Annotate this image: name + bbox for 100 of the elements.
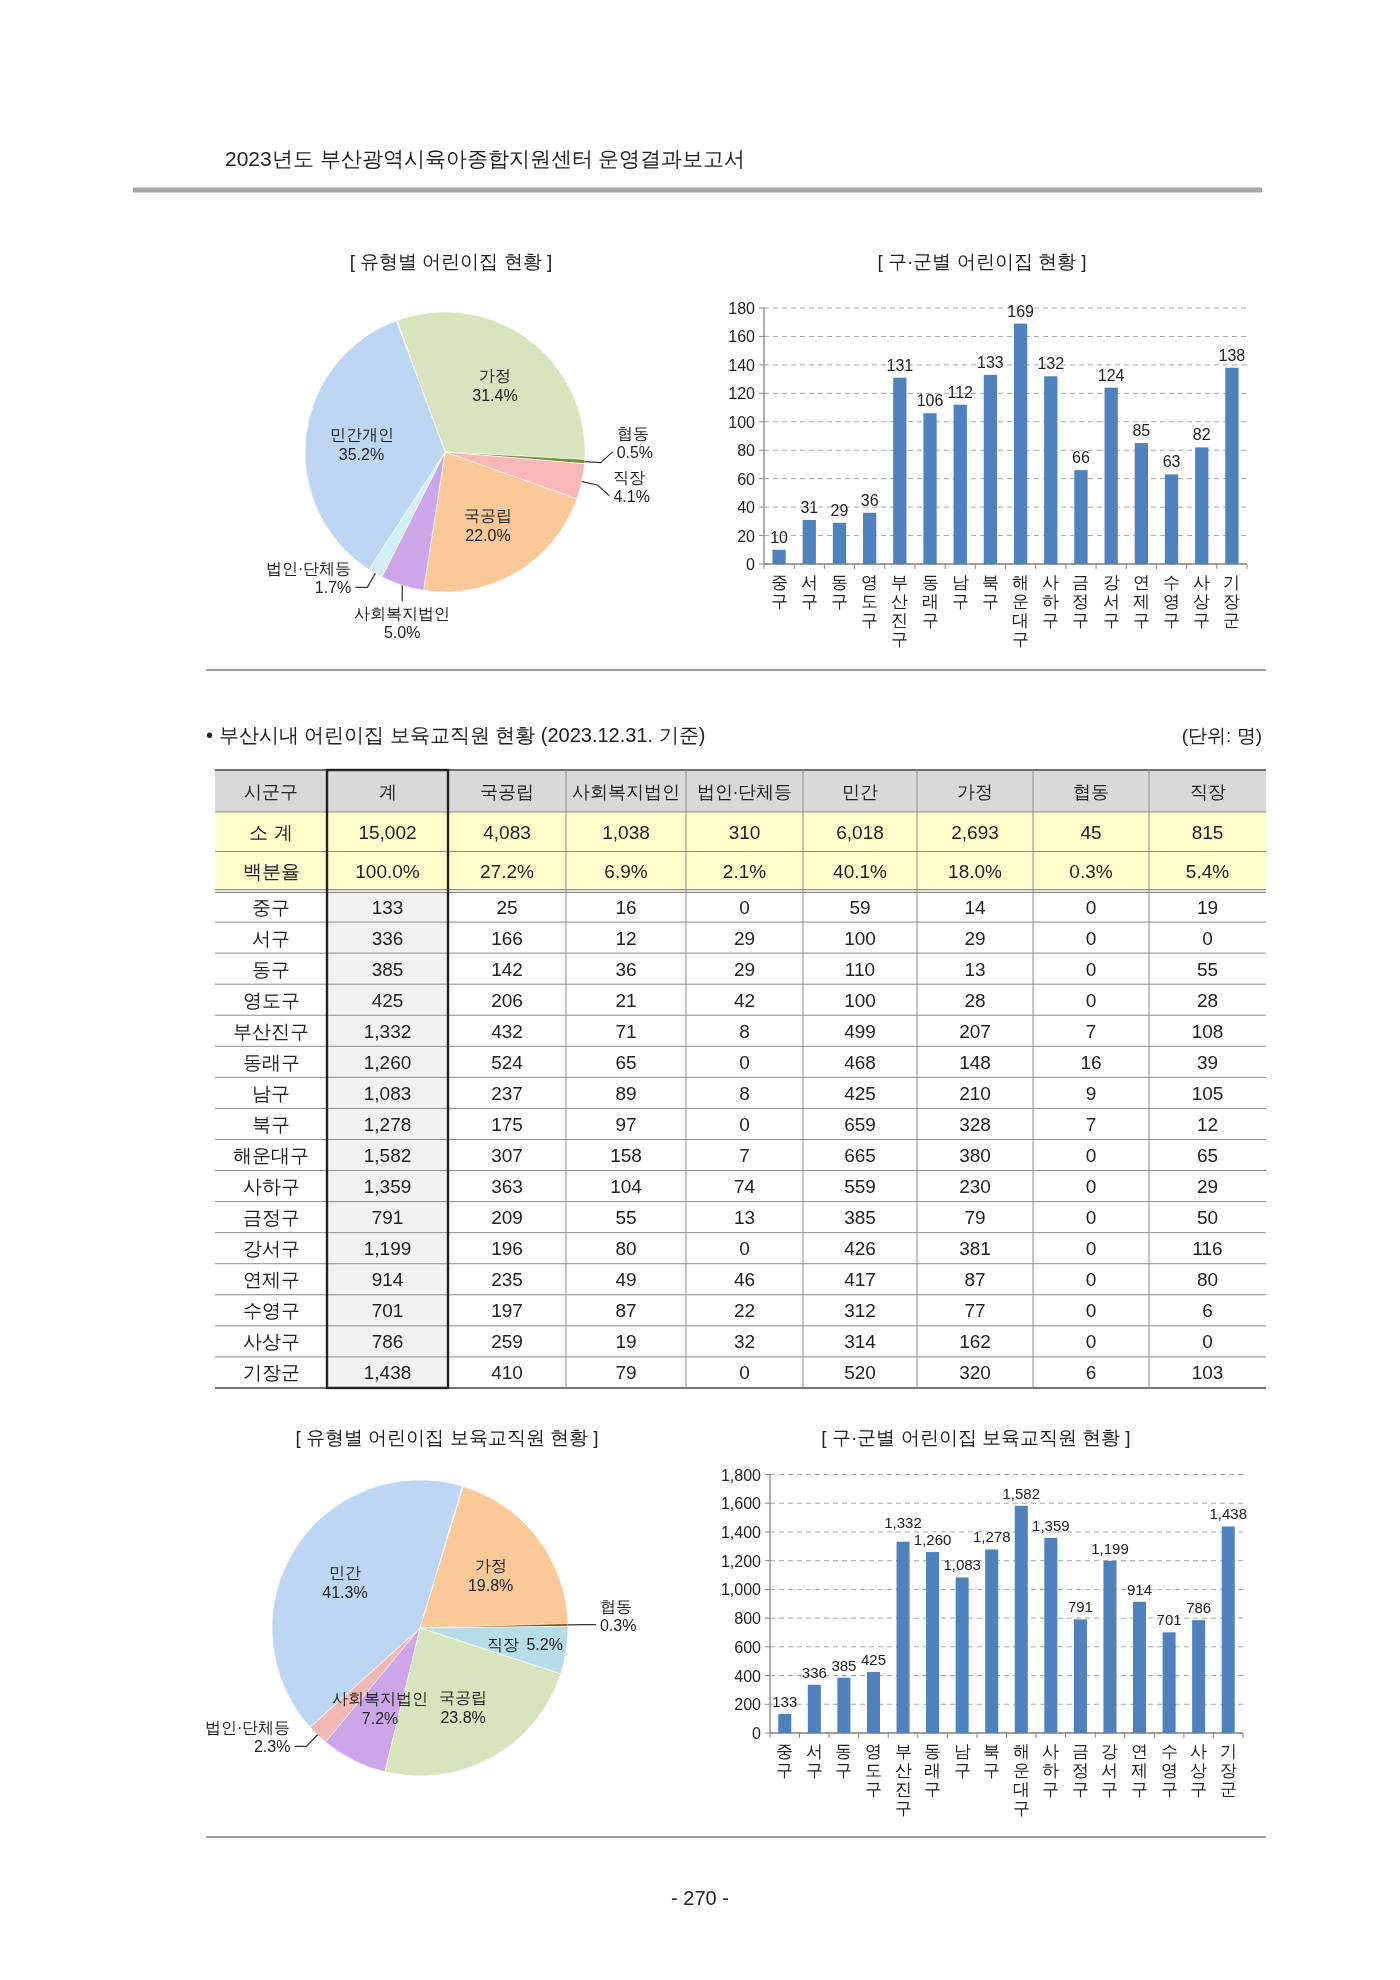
text: 1,278	[363, 1113, 412, 1135]
x-tick-label: 사하구	[1042, 573, 1060, 630]
data-label: 7.2%	[361, 1710, 399, 1728]
x-tick-label: 중구	[776, 1742, 794, 1780]
y-tick-label: 120	[728, 385, 756, 403]
text: 71	[615, 1020, 637, 1042]
text: 12	[1196, 1113, 1219, 1135]
text: 13	[733, 1207, 756, 1229]
slice-label: 사회복지법인	[332, 1690, 429, 1708]
text: 55	[615, 1207, 637, 1229]
x-tick-label: 연제구	[1132, 573, 1150, 630]
text: 87	[615, 1300, 637, 1322]
text: 1,038	[602, 821, 650, 843]
text: 45	[1080, 821, 1102, 843]
text: 1,199	[363, 1238, 412, 1260]
text: 79	[964, 1207, 986, 1229]
text: 22	[733, 1300, 756, 1322]
category-label: 계	[378, 782, 397, 802]
data-label: 106	[916, 392, 944, 410]
text: 15,002	[358, 821, 417, 843]
bar	[802, 519, 816, 564]
text: 665	[844, 1145, 876, 1167]
text: 29	[1196, 1176, 1219, 1198]
x-tick-label: 연제구	[1131, 1742, 1149, 1799]
category-label: 법인·단체등	[696, 782, 793, 802]
text: 328	[959, 1113, 991, 1135]
text: 133	[371, 896, 404, 918]
bar	[866, 1671, 880, 1733]
text: 425	[844, 1082, 876, 1104]
text: 59	[849, 896, 871, 918]
data-label: 1,083	[943, 1556, 981, 1574]
data-label: 63	[1162, 453, 1181, 471]
text: 7	[739, 1145, 750, 1167]
x-tick-label: 영도구	[864, 1742, 882, 1799]
x-tick-label: 서구	[805, 1742, 823, 1780]
data-label: 36	[860, 491, 879, 509]
slice-label: 협동	[599, 1597, 632, 1615]
chart-title: [ 구·군별 어린이집 보육교직원 현황 ]	[821, 1427, 1131, 1448]
text: 207	[959, 1020, 991, 1042]
text: 307	[491, 1145, 523, 1167]
text: 914	[371, 1269, 404, 1291]
category-label: 중구	[252, 896, 290, 918]
x-tick-label: 서구	[800, 573, 818, 611]
category-label: 연제구	[242, 1269, 300, 1291]
slice-label: 사회복지법인	[354, 605, 451, 623]
slice-label: 직장	[487, 1635, 520, 1653]
data-label: 5.0%	[383, 624, 421, 642]
text: 110	[844, 958, 876, 980]
category-label: 강서구	[242, 1238, 300, 1260]
text: 791	[371, 1207, 404, 1229]
text: 1,582	[363, 1145, 412, 1167]
text: 8	[739, 1020, 750, 1042]
y-tick-label: 400	[734, 1667, 762, 1685]
data-label: 133	[772, 1692, 798, 1710]
text: 29	[964, 927, 986, 949]
x-tick-label: 해운대구	[1012, 573, 1030, 649]
data-label: 1,359	[1032, 1516, 1070, 1534]
category-label: 사상구	[242, 1331, 300, 1353]
bar	[1073, 1619, 1087, 1733]
category-label: 서구	[252, 927, 290, 949]
text: 87	[964, 1269, 986, 1291]
data-label: 19.8%	[467, 1577, 514, 1595]
text: 2023년도 부산광역시육아종합지원센터 운영결과보고서	[225, 147, 746, 170]
bar	[1074, 470, 1088, 564]
text: 210	[959, 1082, 991, 1104]
data-label: 133	[977, 353, 1004, 371]
text: 16	[1080, 1051, 1102, 1073]
text: 701	[371, 1300, 404, 1322]
data-label: 0.3%	[599, 1616, 637, 1634]
bar	[772, 549, 786, 564]
y-tick-label: 1,800	[720, 1466, 762, 1484]
y-tick-label: 1,200	[720, 1552, 762, 1570]
bar	[1221, 1526, 1235, 1733]
chart-title: [ 유형별 어린이집 현황 ]	[349, 251, 553, 272]
slice-label: 협동	[616, 424, 649, 442]
x-tick-label: 북구	[981, 573, 999, 611]
x-tick-label: 중구	[770, 573, 788, 611]
category-label: 수영구	[242, 1300, 300, 1322]
bar	[832, 522, 847, 564]
text: 0	[1202, 927, 1213, 949]
data-label: 425	[860, 1650, 886, 1668]
data-label: 22.0%	[465, 527, 511, 545]
bar	[807, 1684, 821, 1733]
text: 104	[610, 1176, 642, 1198]
text: 55	[1196, 958, 1219, 980]
text: 6.9%	[604, 861, 648, 883]
bar	[983, 374, 998, 564]
category-label: 사회복지법인	[572, 782, 680, 802]
text: 336	[371, 927, 404, 949]
data-label: 112	[947, 383, 974, 401]
category-label: 금정구	[242, 1207, 300, 1229]
text: 7	[1085, 1020, 1097, 1042]
bar	[1104, 387, 1118, 564]
bar	[863, 512, 877, 564]
x-tick-label: 기장군	[1223, 573, 1241, 630]
y-tick-label: 160	[728, 328, 756, 346]
data-label: 29	[830, 501, 849, 519]
bar	[1044, 1537, 1058, 1733]
x-tick-label: 남구	[953, 1742, 971, 1780]
bar	[1133, 1601, 1147, 1733]
